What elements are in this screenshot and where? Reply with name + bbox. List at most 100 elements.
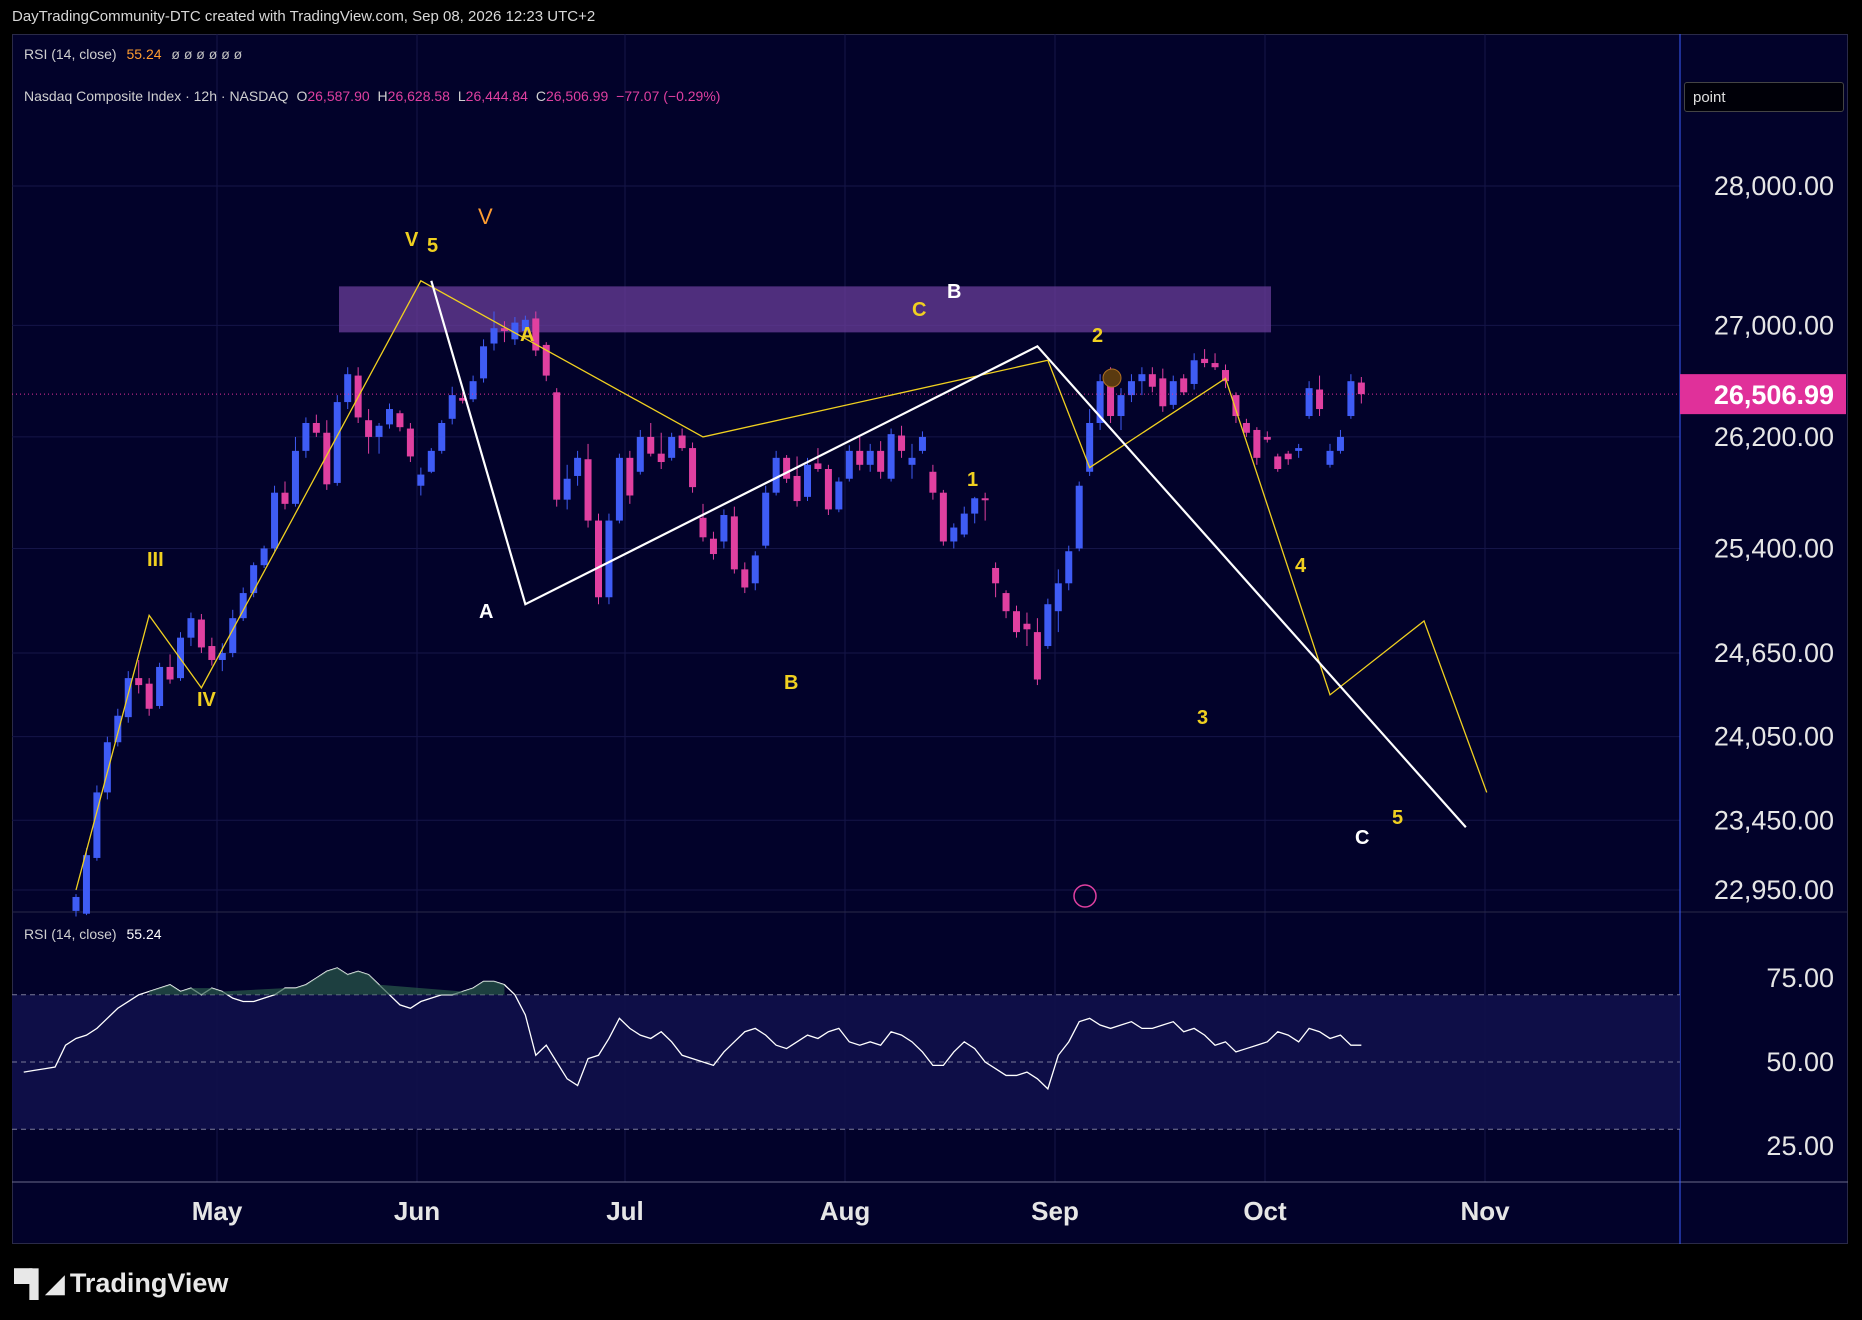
candle-body-21 xyxy=(291,450,299,504)
candle-body-62 xyxy=(720,514,728,542)
candle-body-71 xyxy=(814,463,822,469)
candle-body-68 xyxy=(783,457,791,479)
price-legend[interactable]: Nasdaq Composite Index · 12h · NASDAQ O2… xyxy=(24,88,720,104)
open-label: O xyxy=(296,88,308,104)
candle-body-53 xyxy=(626,457,634,496)
candle-body-56 xyxy=(657,453,665,463)
wave-label-orange: V xyxy=(478,204,493,229)
candle-body-103 xyxy=(1148,374,1156,387)
candle-body-32 xyxy=(406,428,414,457)
candle-body-104 xyxy=(1159,378,1167,407)
candle-body-96 xyxy=(1075,485,1083,549)
wave-label-yellow-0: III xyxy=(147,549,164,571)
candle-body-13 xyxy=(208,646,216,660)
candle-body-72 xyxy=(824,468,832,510)
candle-body-30 xyxy=(386,409,393,425)
last-price-tag xyxy=(1680,374,1846,415)
candle-body-34 xyxy=(427,450,435,472)
candle-body-19 xyxy=(271,492,279,549)
candle-body-48 xyxy=(574,457,582,476)
low-value: 26,444.84 xyxy=(465,88,528,104)
candle-body-47 xyxy=(563,478,571,500)
time-label-oct: Oct xyxy=(1243,1196,1287,1226)
high-value: 26,628.58 xyxy=(387,88,450,104)
rsi-tick-label-2: 25.00 xyxy=(1766,1131,1834,1161)
candle-body-108 xyxy=(1201,358,1209,364)
rsi-overbought-fill xyxy=(149,967,505,995)
time-label-aug: Aug xyxy=(820,1196,871,1226)
white-wave-path xyxy=(430,280,1467,828)
price-tick-label-6: 23,450.00 xyxy=(1714,805,1834,835)
candle-body-75 xyxy=(856,450,864,465)
wave-label-yellow-7: 1 xyxy=(967,469,978,491)
high-label: H xyxy=(377,88,388,104)
candle-body-91 xyxy=(1023,623,1031,630)
close-label: C xyxy=(535,88,546,104)
rsi-top-legend-label: RSI (14, close) xyxy=(24,46,117,62)
candle-body-67 xyxy=(772,457,780,493)
candle-body-119 xyxy=(1316,389,1324,410)
candle-body-89 xyxy=(1002,593,1010,612)
candle-body-20 xyxy=(281,492,289,504)
candle-body-123 xyxy=(1357,382,1365,395)
price-tick-label-1: 27,000.00 xyxy=(1714,310,1834,340)
candle-body-44 xyxy=(532,318,540,351)
candle-body-46 xyxy=(553,392,561,500)
rsi-pane-legend[interactable]: RSI (14, close) 55.24 xyxy=(24,926,162,942)
candle-body-84 xyxy=(950,527,958,542)
candle-body-25 xyxy=(333,402,341,483)
rsi-pane-legend-value: 55.24 xyxy=(126,926,162,942)
candle-body-11 xyxy=(187,618,195,638)
candle-body-58 xyxy=(678,435,686,449)
change-value: −77.07 (−0.29%) xyxy=(616,88,721,104)
wave-label-white-2: C xyxy=(1355,827,1369,849)
time-label-may: May xyxy=(192,1196,243,1226)
candle-body-16 xyxy=(239,593,247,619)
tradingview-logo[interactable]: ▀▌◢ TradingView xyxy=(14,1268,228,1299)
candle-body-81 xyxy=(918,436,926,451)
rsi-tick-label-0: 75.00 xyxy=(1766,963,1834,993)
rsi-top-legend-value: 55.24 xyxy=(126,46,162,62)
candle-body-98 xyxy=(1096,381,1104,423)
candle-body-92 xyxy=(1033,632,1041,680)
candle-body-97 xyxy=(1086,422,1094,472)
time-label-jun: Jun xyxy=(394,1196,440,1226)
candle-body-7 xyxy=(145,683,153,709)
event-marker-icon xyxy=(1073,884,1097,908)
price-tick-label-0: 28,000.00 xyxy=(1714,171,1834,201)
candle-body-74 xyxy=(845,450,853,479)
yellow-wave-path xyxy=(75,279,1488,891)
candle-body-88 xyxy=(992,567,1000,584)
candle-body-95 xyxy=(1065,551,1073,584)
tradingview-mark-icon: ▀▌◢ xyxy=(14,1268,65,1298)
drawing-mode-box[interactable]: point xyxy=(1684,82,1844,112)
candle-body-12 xyxy=(197,619,205,648)
wave-label-white-1: B xyxy=(947,281,961,303)
candle-body-60 xyxy=(699,517,707,538)
candle-body-90 xyxy=(1013,611,1020,633)
tradingview-brand: TradingView xyxy=(69,1268,229,1298)
candle-body-50 xyxy=(595,520,602,598)
rsi-pane-legend-label: RSI (14, close) xyxy=(24,926,117,942)
wave-label-yellow-9: 3 xyxy=(1197,707,1208,729)
candle-body-118 xyxy=(1305,388,1313,417)
candle-body-94 xyxy=(1054,583,1062,612)
candle-body-1 xyxy=(82,855,90,914)
candle-body-114 xyxy=(1263,436,1271,440)
candle-body-41 xyxy=(500,328,508,331)
price-tick-label-4: 24,650.00 xyxy=(1714,638,1834,668)
candle-body-111 xyxy=(1232,395,1240,417)
wave-label-yellow-8: 2 xyxy=(1092,325,1103,347)
candle-body-28 xyxy=(365,420,373,437)
rsi-top-legend[interactable]: RSI (14, close) 55.24 ø ø ø ø ø ø xyxy=(24,46,242,62)
candle-body-87 xyxy=(981,498,989,501)
wave-label-yellow-3: 5 xyxy=(427,235,438,257)
candle-body-115 xyxy=(1274,456,1282,469)
candle-body-112 xyxy=(1242,422,1250,433)
rsi-top-legend-extras: ø ø ø ø ø ø xyxy=(171,46,243,62)
candle-body-8 xyxy=(156,666,164,706)
candle-body-52 xyxy=(615,457,623,521)
candle-body-76 xyxy=(866,450,874,465)
candle-body-79 xyxy=(898,435,906,451)
